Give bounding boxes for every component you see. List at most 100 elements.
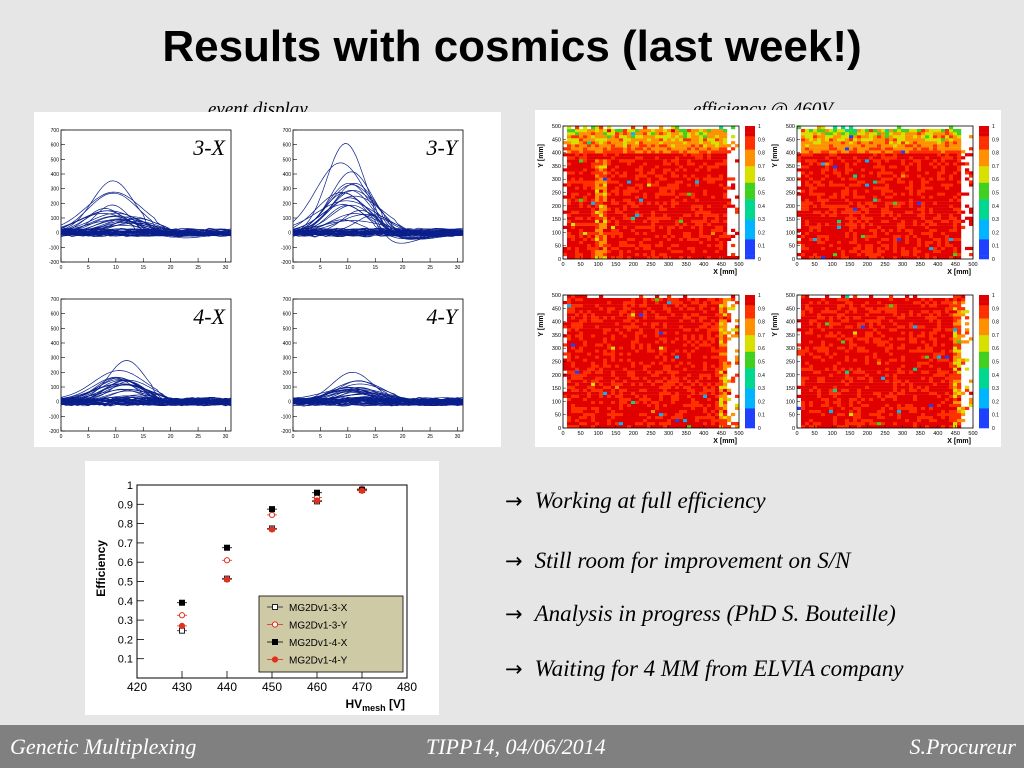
heatmap-cell (603, 246, 608, 251)
heatmap-cell (667, 180, 672, 184)
heatmap-cell (599, 132, 604, 136)
heatmap-cell (647, 418, 652, 423)
heatmap-cell (723, 253, 728, 257)
heatmap-cell (623, 412, 628, 417)
heatmap-cell (607, 180, 612, 184)
heatmap-cell (723, 391, 728, 395)
heatmap-cell (889, 174, 894, 178)
heatmap-cell (567, 144, 572, 148)
x-tick-label: 5 (87, 434, 90, 440)
heatmap-cell (813, 207, 818, 211)
heatmap-cell (611, 225, 616, 229)
heatmap-cell (849, 135, 854, 139)
heatmap-cell (805, 144, 810, 148)
heatmap-cell (809, 192, 814, 196)
heatmap-cell (711, 391, 716, 395)
y-tick-label: 400 (283, 341, 292, 347)
heatmap-cell (853, 153, 858, 157)
heatmap-cell (703, 231, 708, 235)
heatmap-cell (683, 132, 688, 136)
heatmap-cell (881, 156, 886, 160)
heatmap-cell (707, 141, 712, 145)
heatmap-cell (647, 385, 652, 389)
heatmap-cell (805, 138, 810, 142)
heatmap-cell (575, 171, 580, 175)
heatmap-cell (711, 174, 716, 178)
heatmap-cell (643, 409, 648, 414)
heatmap-cell (937, 150, 942, 154)
heatmap-cell (921, 162, 926, 166)
heatmap-cell (683, 201, 688, 205)
heatmap-cell (635, 231, 640, 235)
heatmap-cell (825, 246, 830, 251)
heatmap-cell (921, 189, 926, 193)
heatmap-cell (655, 183, 660, 187)
heatmap-cell (833, 207, 838, 211)
colorbar-segment (979, 189, 989, 193)
heatmap-cell (687, 422, 692, 426)
heatmap-cell (711, 141, 716, 145)
heatmap-cell (929, 201, 934, 205)
heatmap-cell (659, 370, 664, 374)
heatmap-cell (865, 219, 870, 223)
heatmap-cell (575, 243, 580, 248)
heatmap-cell (957, 231, 962, 235)
heatmap-cell (933, 147, 938, 151)
heatmap-cell (937, 253, 942, 257)
heatmap-cell (591, 168, 596, 172)
heatmap-cell (587, 253, 592, 257)
heatmap-cell (703, 135, 708, 139)
heatmap-cell (655, 240, 660, 245)
heatmap-cell (861, 192, 866, 196)
x-tick-label: 20 (400, 434, 406, 440)
heatmap-cell (821, 162, 826, 166)
heatmap-cell (579, 225, 584, 229)
heatmap-cell (833, 201, 838, 205)
heatmap-cell (647, 403, 652, 407)
heatmap-cell (893, 177, 898, 181)
heatmap-cell (913, 207, 918, 211)
heatmap-cell (567, 361, 572, 365)
heatmap-cell (829, 195, 834, 199)
heatmap-cell (603, 180, 608, 184)
heatmap-cell (587, 162, 592, 166)
heatmap-cell (925, 174, 930, 178)
heatmap-cell (953, 147, 958, 151)
heatmap-cell (707, 129, 712, 133)
heatmap-cell (595, 364, 600, 368)
y-tick-label: -200 (281, 260, 291, 266)
heatmap-cell (865, 165, 870, 169)
heatmap-cell (833, 147, 838, 151)
heatmap-cell (615, 153, 620, 157)
heatmap-cell (623, 153, 628, 157)
heatmap-cell (707, 183, 712, 187)
heatmap-cell (901, 234, 906, 238)
heatmap-cell (857, 180, 862, 184)
x-tick-label: 300 (664, 262, 673, 268)
heatmap-cell (575, 141, 580, 145)
heatmap-cell (631, 379, 636, 383)
heatmap-cell (631, 243, 636, 248)
heatmap-cell (805, 186, 810, 190)
heatmap-cell (825, 168, 830, 172)
heatmap-cell (913, 228, 918, 232)
heatmap-cell (893, 183, 898, 187)
heatmap-cell (731, 379, 736, 383)
heatmap-cell (603, 222, 608, 226)
heatmap-cell (727, 186, 732, 190)
heatmap-cell (603, 243, 608, 248)
heatmap-cell (809, 225, 814, 229)
heatmap-cell (909, 147, 914, 151)
heatmap-cell (691, 246, 696, 251)
heatmap-cell (687, 153, 692, 157)
heatmap-cell (877, 162, 882, 166)
heatmap-cell (635, 379, 640, 383)
heatmap-cell (567, 210, 572, 214)
y-tick-label: 100 (51, 216, 60, 222)
heatmap-cell (651, 222, 656, 226)
heatmap-cell (663, 132, 668, 136)
heatmap-cell (675, 177, 680, 181)
x-tick-label: 20 (168, 265, 174, 271)
heatmap-cell (591, 246, 596, 251)
heatmap-cell (575, 388, 580, 392)
